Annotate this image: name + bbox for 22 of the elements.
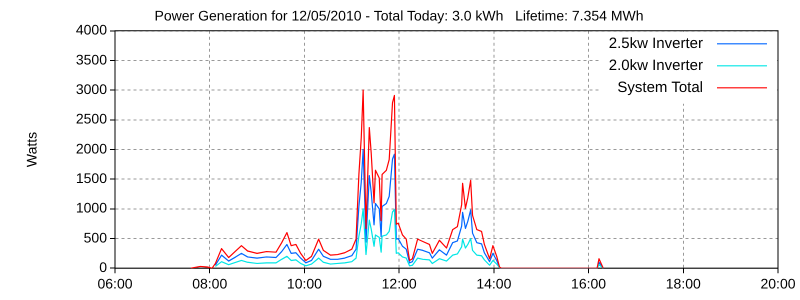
x-tick-label: 12:00 (382, 275, 417, 292)
x-tick-label: 06:00 (97, 275, 133, 292)
y-tick-label: 500 (84, 229, 108, 246)
legend-label: System Total (617, 78, 703, 96)
y-tick-label: 2000 (76, 140, 108, 156)
x-tick-label: 08:00 (192, 275, 228, 292)
x-tick-label: 10:00 (286, 275, 322, 292)
y-tick-label: 2500 (76, 110, 108, 127)
y-tick-label: 1000 (76, 200, 108, 216)
y-tick-label: 4000 (76, 22, 108, 38)
y-tick-label: 0 (99, 259, 108, 276)
y-axis-title: Watts (23, 132, 40, 168)
legend-label: 2.5kw Inverter (608, 34, 703, 52)
y-tick-label: 1500 (76, 170, 108, 186)
legend-label: 2.0kw Inverter (608, 56, 703, 74)
x-tick-label: 14:00 (476, 275, 512, 292)
y-tick-label: 3500 (76, 51, 108, 68)
x-tick-label: 20:00 (760, 275, 796, 292)
x-tick-label: 16:00 (571, 275, 606, 292)
y-tick-label: 3000 (76, 81, 108, 98)
chart-title: Power Generation for 12/05/2010 - Total Today: 3.0 kWh Lifetime: 7.354 MWh (154, 7, 644, 24)
x-tick-label: 18:00 (666, 275, 702, 292)
